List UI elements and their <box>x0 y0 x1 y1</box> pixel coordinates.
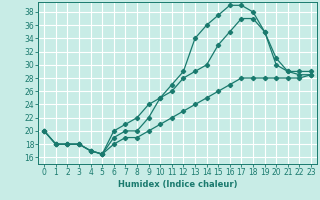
X-axis label: Humidex (Indice chaleur): Humidex (Indice chaleur) <box>118 180 237 189</box>
